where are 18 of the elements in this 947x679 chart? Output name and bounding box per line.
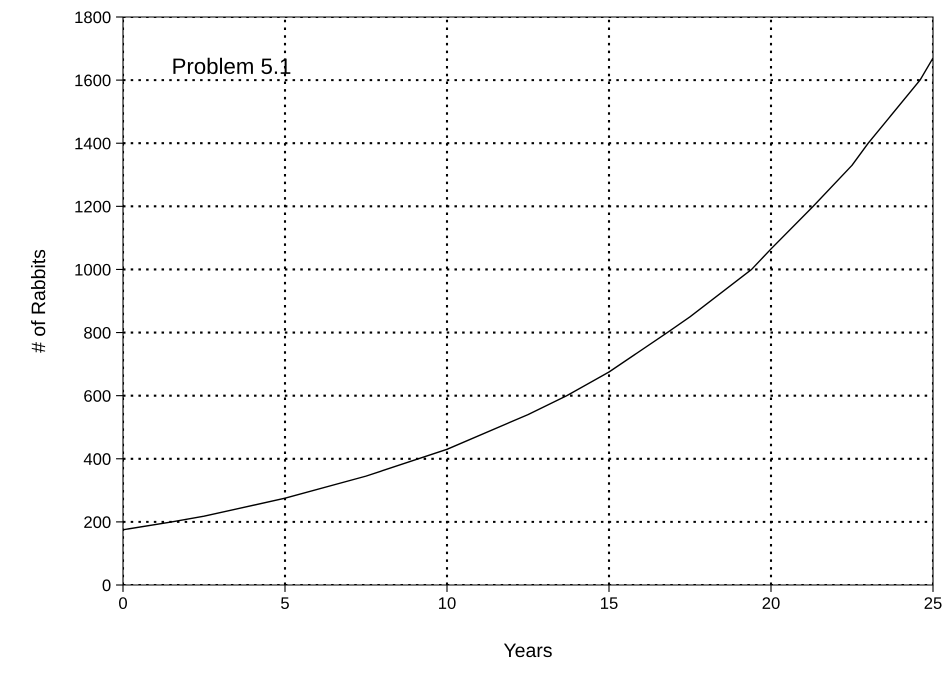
y-tick-label: 1600: [75, 74, 111, 86]
x-tick-label: 0: [119, 597, 127, 610]
y-tick-label: 1800: [75, 11, 111, 24]
x-axis-title: Years: [504, 644, 552, 658]
y-tick-label: 800: [84, 326, 111, 339]
y-tick-label: 1200: [75, 200, 111, 213]
x-tick-label: 25: [924, 597, 942, 610]
y-tick-label: 1400: [75, 138, 111, 150]
x-tick-label: 20: [762, 597, 780, 610]
y-tick-label: 600: [84, 390, 111, 402]
x-tick-label: 15: [601, 597, 618, 610]
y-tick-label: 200: [84, 516, 111, 528]
y-tick-label: 400: [84, 453, 111, 465]
y-tick-label: 1000: [75, 264, 111, 276]
y-axis-title: # of Rabbits: [30, 250, 46, 353]
x-tick-label: 5: [281, 597, 289, 610]
x-tick-label: 10: [439, 597, 456, 610]
y-tick-label: 0: [102, 579, 111, 592]
